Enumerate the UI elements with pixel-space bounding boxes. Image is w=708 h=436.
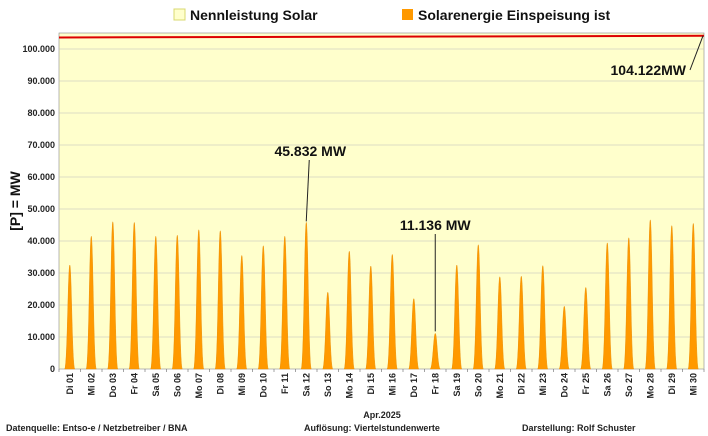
- x-tick-label: So 06: [172, 373, 182, 397]
- feedin-day-peak: [537, 265, 549, 370]
- x-tick-label: Do 10: [258, 373, 268, 398]
- feedin-area: [64, 219, 699, 370]
- feedin-day-peak: [300, 222, 312, 370]
- legend-swatch-capacity: [173, 8, 186, 21]
- feedin-day-peak: [515, 275, 527, 370]
- x-tick-label: Fr 04: [129, 373, 139, 395]
- gridlines: [58, 48, 705, 372]
- feedin-day-peak: [64, 264, 76, 370]
- y-tick-label: 40.000: [27, 236, 55, 246]
- y-tick-label: 100.000: [22, 44, 55, 54]
- feedin-day-peak: [601, 242, 613, 370]
- x-tick-label: Di 22: [516, 373, 526, 395]
- feedin-day-peak: [558, 306, 570, 370]
- annotation-peak-max: 45.832 MW: [274, 143, 346, 159]
- x-tick-label: Sa 19: [452, 373, 462, 397]
- y-tick-label: 20.000: [27, 300, 55, 310]
- legend-label-feedin: Solarenergie Einspeisung ist: [418, 7, 611, 23]
- feedin-day-peak: [236, 255, 248, 370]
- x-tick-label: Do 03: [108, 373, 118, 398]
- x-tick-label: Mi 30: [688, 373, 698, 396]
- y-tick-label: 60.000: [27, 172, 55, 182]
- feedin-day-peak: [408, 298, 420, 370]
- feedin-day-peak: [322, 291, 334, 370]
- y-tick-label: 50.000: [27, 204, 55, 214]
- feedin-day-peak: [687, 223, 699, 370]
- feedin-day-peak: [85, 235, 97, 370]
- legend: Nennleistung Solar Solarenergie Einspeis…: [173, 7, 611, 23]
- footer-resolution: Auflösung: Viertelstundenwerte: [304, 423, 440, 433]
- x-tick-label: Fr 18: [430, 373, 440, 395]
- feedin-day-peak: [343, 250, 355, 370]
- x-tick-label: Di 08: [215, 373, 225, 395]
- feedin-day-peak: [472, 244, 484, 370]
- x-tick-label: Mo 07: [194, 373, 204, 399]
- x-tick-label: Mo 21: [495, 373, 505, 399]
- x-tick-label: Mi 02: [86, 373, 96, 396]
- x-tick-labels: Di 01 Mi 02 Do 03 Fr 04 Sa 05 So 06 Mo 07 Di 08…: [65, 373, 698, 399]
- x-tick-label: Fr 11: [280, 373, 290, 394]
- x-tick-label: Mi 16: [387, 373, 397, 396]
- feedin-day-peak: [257, 245, 269, 370]
- feedin-day-peak: [494, 276, 506, 370]
- feedin-day-peak: [107, 221, 119, 370]
- x-tick-label: Di 01: [65, 373, 75, 395]
- y-tick-label: 30.000: [27, 268, 55, 278]
- x-tick-label: Mo 14: [344, 373, 354, 399]
- y-tick-label: 70.000: [27, 140, 55, 150]
- plot-area: [58, 32, 705, 370]
- feedin-day-peak: [386, 254, 398, 370]
- feedin-day-peak: [193, 229, 205, 370]
- y-tick-label: 0: [50, 364, 55, 374]
- legend-label-capacity: Nennleistung Solar: [190, 7, 318, 23]
- feedin-day-peak: [666, 225, 678, 370]
- annotation-capacity: 104.122MW: [611, 62, 687, 78]
- x-tick-label: Do 17: [409, 373, 419, 398]
- x-tick-label: Do 24: [559, 373, 569, 398]
- x-tick-label: Mi 23: [538, 373, 548, 396]
- feedin-day-peak: [128, 222, 140, 370]
- x-tick-label: Sa 26: [602, 373, 612, 397]
- x-tick-label: So 20: [473, 373, 483, 397]
- feedin-day-peak: [451, 264, 463, 370]
- feedin-day-peak: [429, 333, 441, 370]
- capacity-line-group: [58, 34, 705, 39]
- feedin-day-peak: [279, 235, 291, 370]
- footer-author: Darstellung: Rolf Schuster: [522, 423, 636, 433]
- x-tick-label: So 13: [323, 373, 333, 397]
- annotations: 45.832 MW 11.136 MW 104.122MW: [274, 35, 704, 332]
- feedin-day-peak: [365, 265, 377, 370]
- annotation-pointer: [305, 159, 310, 222]
- feedin-day-peak: [171, 234, 183, 370]
- y-axis-label: [P] = MW: [7, 170, 23, 230]
- x-tick-label: Di 15: [366, 373, 376, 395]
- feedin-day-peak: [623, 237, 635, 370]
- capacity-line: [58, 34, 705, 39]
- feedin-day-peak: [214, 230, 226, 370]
- y-tick-label: 90.000: [27, 76, 55, 86]
- x-tick-label: Fr 25: [581, 373, 591, 395]
- y-tick-label: 80.000: [27, 108, 55, 118]
- x-tick-label: Sa 12: [301, 373, 311, 397]
- annotation-peak-min: 11.136 MW: [400, 217, 472, 233]
- x-tick-label: Sa 05: [151, 373, 161, 397]
- y-tick-label: 10.000: [27, 332, 55, 342]
- x-tick-label: Di 29: [667, 373, 677, 395]
- x-tick-label: So 27: [624, 373, 634, 397]
- feedin-day-peak: [150, 235, 162, 370]
- legend-swatch-feedin: [402, 9, 413, 20]
- x-tick-label: Mi 09: [237, 373, 247, 396]
- x-tick-label: Mo 28: [645, 373, 655, 399]
- y-tick-labels: 0 10.000 20.000 30.000 40.000 50.000 60.000 70.…: [22, 44, 55, 374]
- annotation-pointer: [689, 35, 704, 71]
- feedin-day-peak: [644, 219, 656, 370]
- footer-source: Datenquelle: Entso-e / Netzbetreiber / B…: [6, 423, 188, 433]
- feedin-day-peak: [580, 287, 592, 370]
- x-axis-label: Apr.2025: [363, 410, 401, 420]
